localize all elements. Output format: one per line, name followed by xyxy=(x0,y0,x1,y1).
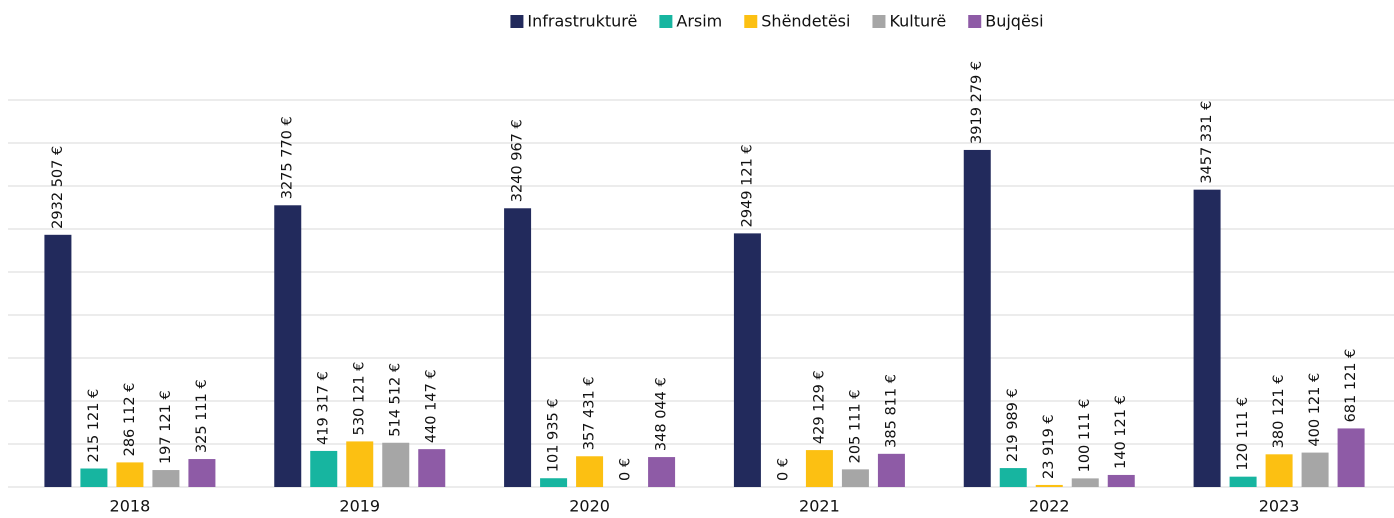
bar xyxy=(346,441,374,487)
value-label: 380 121 € xyxy=(1271,375,1287,449)
value-label: 429 129 € xyxy=(811,370,827,444)
value-label: 530 121 € xyxy=(352,362,368,436)
value-label: 140 121 € xyxy=(1113,395,1129,469)
value-label: 400 121 € xyxy=(1307,373,1323,447)
bar xyxy=(805,450,833,487)
bar xyxy=(44,234,72,487)
x-tick-label: 2020 xyxy=(569,497,610,516)
legend-label: Shëndetësi xyxy=(761,12,850,31)
legend-label: Bujqësi xyxy=(985,12,1043,31)
value-label: 385 811 € xyxy=(883,374,899,448)
bar xyxy=(1229,476,1257,487)
legend-swatch xyxy=(872,15,886,28)
bar xyxy=(1107,474,1135,487)
bar xyxy=(963,149,991,487)
legend-label: Kulturë xyxy=(889,12,946,31)
value-label: 215 121 € xyxy=(86,389,102,463)
bar xyxy=(152,470,180,487)
bar xyxy=(841,469,869,487)
x-tick-label: 2018 xyxy=(110,497,151,516)
value-label: 120 111 € xyxy=(1235,397,1251,471)
bar xyxy=(188,459,216,487)
bar xyxy=(1337,428,1365,487)
legend-swatch xyxy=(659,15,673,28)
value-label: 325 111 € xyxy=(194,379,210,453)
legend-swatch xyxy=(968,15,982,28)
value-label: 197 121 € xyxy=(158,390,174,464)
bar xyxy=(382,442,410,487)
value-label: 0 € xyxy=(618,458,634,481)
value-label: 101 935 € xyxy=(546,398,562,472)
bar xyxy=(733,233,761,487)
value-label: 219 989 € xyxy=(1005,388,1021,462)
value-label: 100 111 € xyxy=(1077,399,1093,473)
bar xyxy=(504,208,532,487)
value-label: 2949 121 € xyxy=(739,144,755,227)
value-label: 3457 331 € xyxy=(1199,101,1215,184)
value-label: 286 112 € xyxy=(122,383,138,457)
value-label: 419 317 € xyxy=(316,371,332,445)
bar xyxy=(274,205,302,487)
value-label: 348 044 € xyxy=(654,377,670,451)
value-label: 0 € xyxy=(775,458,791,481)
value-label: 681 121 € xyxy=(1343,349,1359,423)
bar xyxy=(310,450,338,487)
x-tick-label: 2022 xyxy=(1029,497,1070,516)
bar xyxy=(1265,454,1293,487)
bar xyxy=(1071,478,1099,487)
value-label: 23 919 € xyxy=(1041,414,1057,479)
x-tick-label: 2021 xyxy=(799,497,840,516)
bar xyxy=(648,457,676,487)
bar xyxy=(540,478,568,487)
legend-swatch xyxy=(510,15,524,28)
value-label: 514 512 € xyxy=(388,363,404,437)
x-tick-label: 2019 xyxy=(339,497,380,516)
value-label: 3275 770 € xyxy=(280,116,296,199)
value-label: 3240 967 € xyxy=(510,119,526,202)
bar xyxy=(1035,484,1063,487)
value-label: 2932 507 € xyxy=(50,146,66,229)
bar xyxy=(576,456,604,487)
bar xyxy=(418,449,446,487)
legend-label: Arsim xyxy=(676,12,722,31)
x-tick-label: 2023 xyxy=(1259,497,1300,516)
value-label: 357 431 € xyxy=(582,376,598,450)
value-label: 3919 279 € xyxy=(969,61,985,144)
bar xyxy=(116,462,144,487)
bar xyxy=(80,468,108,487)
bar xyxy=(1301,452,1329,487)
bar xyxy=(877,453,905,487)
legend-swatch xyxy=(744,15,758,28)
legend-label: Infrastrukturë xyxy=(527,12,637,31)
bar xyxy=(1193,189,1221,487)
value-label: 440 147 € xyxy=(424,369,440,443)
bar xyxy=(999,468,1027,487)
value-label: 205 111 € xyxy=(847,390,863,464)
